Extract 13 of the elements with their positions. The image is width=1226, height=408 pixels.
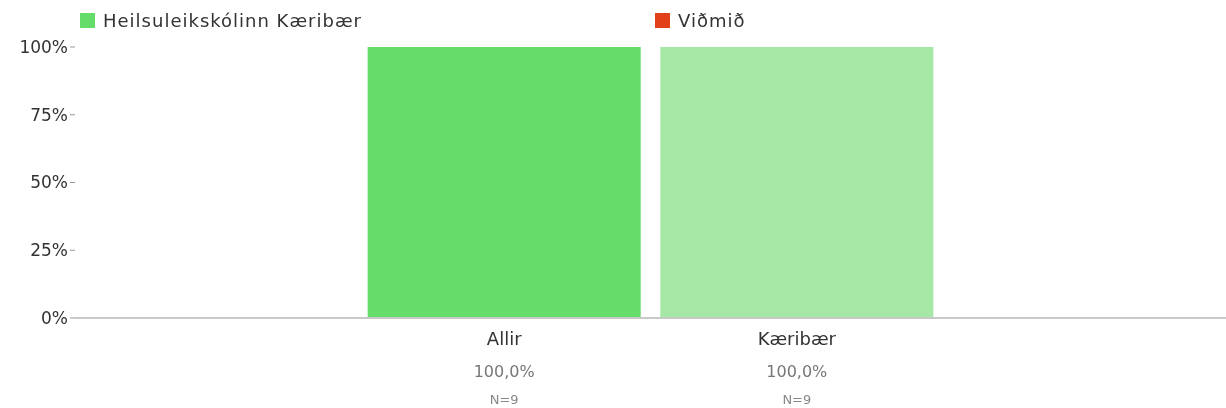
text: N=9 bbox=[489, 392, 519, 407]
y-tick-label: 50% bbox=[30, 172, 68, 193]
y-tick-label: 75% bbox=[30, 104, 68, 125]
y-tick-label: 0% bbox=[41, 307, 68, 328]
legend-label: Heilsuleikskólinn Kæribær bbox=[103, 10, 362, 31]
text: N=9 bbox=[782, 392, 812, 407]
y-tick-label: 100% bbox=[19, 36, 68, 57]
x-tick-label: Allir bbox=[486, 328, 523, 349]
legend-label: Viðmið bbox=[678, 10, 746, 31]
data-label: 100,0% bbox=[473, 362, 535, 381]
x-tick-label: Kæribær bbox=[757, 328, 837, 349]
data-label: 100,0% bbox=[766, 362, 828, 381]
y-tick-label: 25% bbox=[30, 240, 68, 261]
